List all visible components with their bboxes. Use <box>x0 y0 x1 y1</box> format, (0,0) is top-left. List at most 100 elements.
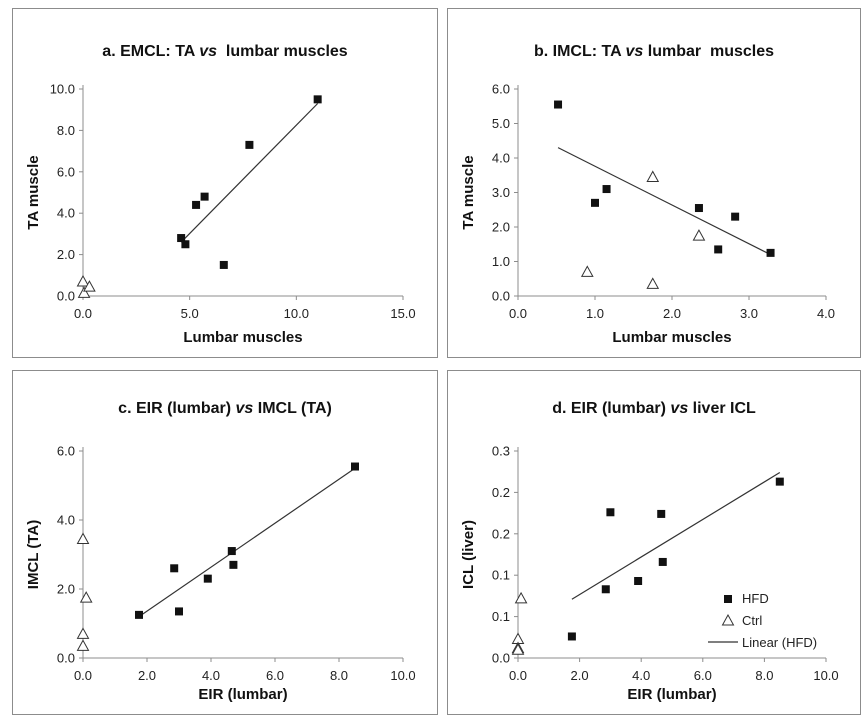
data-point-ctrl <box>514 591 528 604</box>
data-point-hfd <box>219 260 228 269</box>
x-tick-label: 0.0 <box>509 306 527 321</box>
x-tick-label: 6.0 <box>694 668 712 683</box>
data-point-hfd <box>567 632 576 641</box>
y-axis-label: ICL (liver) <box>460 520 477 589</box>
data-point-hfd <box>170 564 179 573</box>
y-tick-label: 0.2 <box>492 526 510 541</box>
data-point-ctrl <box>511 643 525 655</box>
legend: HFD Ctrl Linear (HFD) <box>708 591 817 650</box>
y-axis-label: TA muscle <box>460 155 477 229</box>
x-axis-label: Lumbar muscles <box>183 329 302 346</box>
data-point-hfd <box>591 198 599 207</box>
x-tick-label: 10.0 <box>813 668 838 683</box>
x-tick-label: 5.0 <box>181 306 199 321</box>
y-tick-label: 8.0 <box>57 123 75 138</box>
x-tick-label: 15.0 <box>390 306 415 321</box>
y-tick-label: 0.3 <box>492 444 510 459</box>
chart-panel-d: d. EIR (lumbar) vs liver ICL 0.0 0.1 0.1 0.2… <box>447 370 861 715</box>
data-point-ctrl <box>79 591 93 603</box>
chart-title-part: vs <box>236 400 254 417</box>
x-tick-label: 0.0 <box>74 668 92 683</box>
data-point-hfd <box>200 192 209 201</box>
y-tick-label: 6.0 <box>57 164 75 179</box>
data-point-hfd <box>731 212 740 221</box>
chart-svg-b: b. IMCL: TA vs lumbar muscles 0.0 1.0 2.0 3.… <box>460 43 835 346</box>
y-axis-label: TA muscle <box>25 155 42 229</box>
y-tick-label: 1.0 <box>492 254 510 269</box>
data-point-hfd <box>203 574 212 583</box>
y-tick-label: 2.0 <box>57 582 75 597</box>
x-tick-label: 0.0 <box>509 668 527 683</box>
y-tick-label: 0.1 <box>492 568 510 583</box>
data-point-ctrl <box>76 627 90 639</box>
trendline <box>138 467 356 618</box>
y-tick-label: 4.0 <box>57 206 75 221</box>
data-point-hfd <box>714 245 723 254</box>
y-tick-label: 4.0 <box>57 513 75 528</box>
x-tick-label: 0.0 <box>74 306 92 321</box>
data-point-hfd <box>694 204 703 213</box>
x-axis-label: Lumbar muscles <box>612 329 731 346</box>
data-point-hfd <box>175 607 183 616</box>
chart-title: d. EIR (lumbar) vs liver ICL <box>552 400 756 417</box>
data-point-ctrl <box>77 286 91 298</box>
data-point-hfd <box>766 248 775 257</box>
x-tick-label: 1.0 <box>586 306 604 321</box>
y-tick-label: 0.0 <box>492 289 510 304</box>
y-tick-label: 0.2 <box>492 485 510 500</box>
legend-label-linear: Linear (HFD) <box>742 635 817 650</box>
chart-title-part: a. EMCL: TA <box>102 43 199 60</box>
data-point-ctrl <box>646 170 660 182</box>
chart-title-part: d. EIR (lumbar) <box>552 400 670 417</box>
x-tick-label: 4.0 <box>817 306 835 321</box>
chart-title: b. IMCL: TA vs lumbar muscles <box>534 43 774 60</box>
legend-marker-hfd <box>724 595 732 603</box>
data-point-hfd <box>554 100 563 109</box>
chart-title-part: vs <box>670 400 688 417</box>
data-point-hfd <box>245 140 254 149</box>
trendline <box>180 103 319 243</box>
y-tick-label: 0.1 <box>492 609 510 624</box>
data-point-hfd <box>601 585 610 594</box>
data-point-hfd <box>177 234 186 243</box>
data-point-hfd <box>602 185 611 194</box>
y-tick-label: 10.0 <box>50 82 75 97</box>
x-tick-label: 10.0 <box>390 668 415 683</box>
data-point-ctrl <box>580 265 594 277</box>
chart-panel-b: b. IMCL: TA vs lumbar muscles 0.0 1.0 2.0 3.… <box>447 8 861 358</box>
y-tick-label: 0.0 <box>57 651 75 666</box>
data-point-hfd <box>227 547 236 556</box>
y-tick-label: 4.0 <box>492 151 510 166</box>
y-tick-label: 2.0 <box>492 220 510 235</box>
chart-panel-a: a. EMCL: TA vs lumbar muscles 0.0 2.0 4.0 6.… <box>12 8 438 358</box>
x-tick-label: 3.0 <box>740 306 758 321</box>
chart-title-part: IMCL (TA) <box>253 400 332 417</box>
chart-svg-a: a. EMCL: TA vs lumbar muscles 0.0 2.0 4.0 6.… <box>25 43 416 346</box>
y-tick-label: 0.0 <box>57 289 75 304</box>
chart-title-part: c. EIR (lumbar) <box>118 400 235 417</box>
chart-title-part: lumbar muscles <box>217 43 348 60</box>
trendline <box>571 472 781 600</box>
x-tick-label: 4.0 <box>202 668 220 683</box>
chart-title: a. EMCL: TA vs lumbar muscles <box>102 43 348 60</box>
y-tick-label: 2.0 <box>57 247 75 262</box>
chart-svg-c: c. EIR (lumbar) vs IMCL (TA) 0.0 2.0 4.0 6.0… <box>25 400 416 703</box>
x-tick-label: 8.0 <box>330 668 348 683</box>
x-tick-label: 8.0 <box>755 668 773 683</box>
data-point-hfd <box>775 477 784 486</box>
data-point-hfd <box>606 508 615 517</box>
data-point-hfd <box>181 240 190 249</box>
chart-svg-d: d. EIR (lumbar) vs liver ICL 0.0 0.1 0.1 0.2… <box>460 400 839 703</box>
data-point-hfd <box>657 509 666 518</box>
x-axis-label: EIR (lumbar) <box>627 686 716 703</box>
y-axis-label: IMCL (TA) <box>25 520 42 589</box>
chart-title-part: b. IMCL: TA <box>534 43 626 60</box>
chart-title-part: vs <box>199 43 217 60</box>
x-tick-label: 4.0 <box>632 668 650 683</box>
legend-label-hfd: HFD <box>742 591 769 606</box>
data-point-hfd <box>135 610 143 619</box>
chart-title-part: vs <box>626 43 644 60</box>
trendline <box>557 147 771 256</box>
chart-title-part: liver ICL <box>688 400 756 417</box>
data-point-hfd <box>658 557 667 566</box>
